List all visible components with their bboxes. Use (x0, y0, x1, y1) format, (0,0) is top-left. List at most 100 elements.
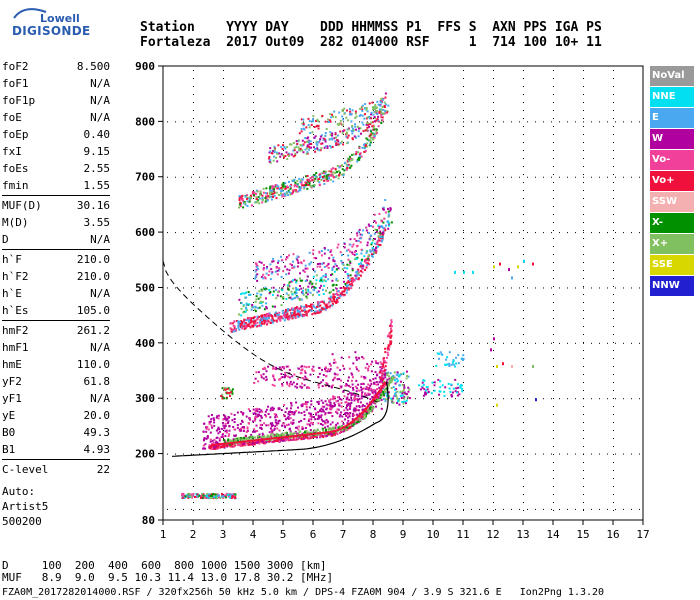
echo-point (250, 194, 252, 197)
echo-point (244, 203, 247, 206)
echo-point (335, 431, 338, 434)
echo-point (306, 297, 309, 299)
grid-dot (403, 158, 404, 159)
grid-dot (263, 398, 264, 400)
echo-point (285, 407, 288, 410)
echo-point (396, 402, 398, 404)
echo-point (449, 390, 452, 393)
echo-point (332, 293, 335, 296)
echo-point (316, 401, 319, 404)
echo-point (348, 356, 351, 359)
grid-dot (359, 342, 360, 344)
echo-point (370, 405, 373, 407)
grid-dot (463, 102, 464, 103)
echo-point (294, 317, 297, 319)
grid-dot (523, 134, 524, 135)
echo-point (373, 251, 376, 254)
echo-point (284, 155, 287, 158)
echo-point (289, 187, 292, 190)
grid-dot (351, 342, 352, 344)
echo-point (376, 229, 378, 232)
echo-point (306, 183, 309, 186)
echo-point (231, 322, 234, 325)
grid-dot (493, 422, 494, 423)
grid-dot (455, 287, 456, 289)
grid-dot (327, 508, 328, 510)
grid-dot (351, 453, 352, 455)
echo-point (398, 403, 401, 406)
grid-dot (613, 150, 614, 151)
grid-dot (343, 446, 344, 447)
echo-point (290, 290, 293, 293)
echo-point (277, 261, 279, 264)
echo-point (343, 266, 346, 269)
echo-point (263, 422, 266, 425)
grid-dot (613, 454, 614, 455)
grid-dot (313, 222, 314, 223)
echo-point (300, 182, 303, 185)
echo-point (373, 220, 376, 222)
echo-point (351, 253, 354, 256)
echo-point (309, 179, 312, 182)
echo-point (300, 262, 303, 265)
grid-dot (193, 262, 194, 263)
echo-point (241, 436, 244, 439)
grid-dot (599, 232, 600, 234)
grid-dot (495, 121, 496, 123)
echo-point (375, 405, 377, 408)
grid-dot (613, 302, 614, 303)
echo-point (387, 207, 389, 210)
echo-point (254, 262, 257, 265)
echo-point (366, 402, 369, 405)
grid-dot (511, 176, 512, 178)
echo-point (357, 409, 360, 412)
grid-dot (583, 102, 584, 103)
grid-dot (535, 453, 536, 455)
echo-point (333, 358, 336, 361)
echo-point (211, 439, 214, 442)
param-label: fxI (2, 145, 22, 158)
param-separator (2, 459, 110, 460)
echo-point (335, 279, 338, 282)
echo-point (355, 245, 358, 248)
grid-dot (283, 486, 284, 487)
echo-point (313, 174, 316, 176)
echo-point (383, 369, 386, 372)
echo-point (239, 324, 242, 327)
echo-point (284, 374, 287, 377)
param-value: 4.93 (83, 443, 111, 456)
echo-point (209, 438, 212, 441)
echo-point (388, 382, 391, 385)
grid-dot (253, 390, 254, 391)
echo-point (269, 263, 272, 266)
grid-dot (463, 214, 464, 215)
grid-dot (403, 278, 404, 279)
grid-dot (583, 70, 584, 71)
echo-point (278, 194, 280, 196)
echo-point (368, 410, 371, 413)
echo-point (324, 176, 327, 179)
echo-point (433, 381, 436, 384)
grid-dot (523, 502, 524, 503)
grid-dot (559, 398, 560, 400)
grid-dot (255, 508, 256, 510)
grid-dot (583, 406, 584, 407)
echo-point (274, 313, 277, 316)
grid-dot (287, 121, 288, 123)
echo-point (242, 430, 245, 432)
echo-point (264, 317, 267, 320)
echo-point (217, 414, 220, 417)
param-value: N/A (90, 233, 110, 246)
grid-dot (479, 342, 480, 344)
grid-dot (583, 350, 584, 351)
echo-point (333, 377, 336, 380)
echo-point (368, 407, 371, 410)
echo-point (374, 228, 377, 231)
echo-point (255, 371, 258, 374)
echo-point (386, 356, 388, 359)
echo-point (217, 432, 220, 435)
echo-point (338, 396, 341, 399)
echo-point (280, 275, 283, 278)
echo-point (281, 384, 284, 387)
echo-point (336, 171, 339, 173)
